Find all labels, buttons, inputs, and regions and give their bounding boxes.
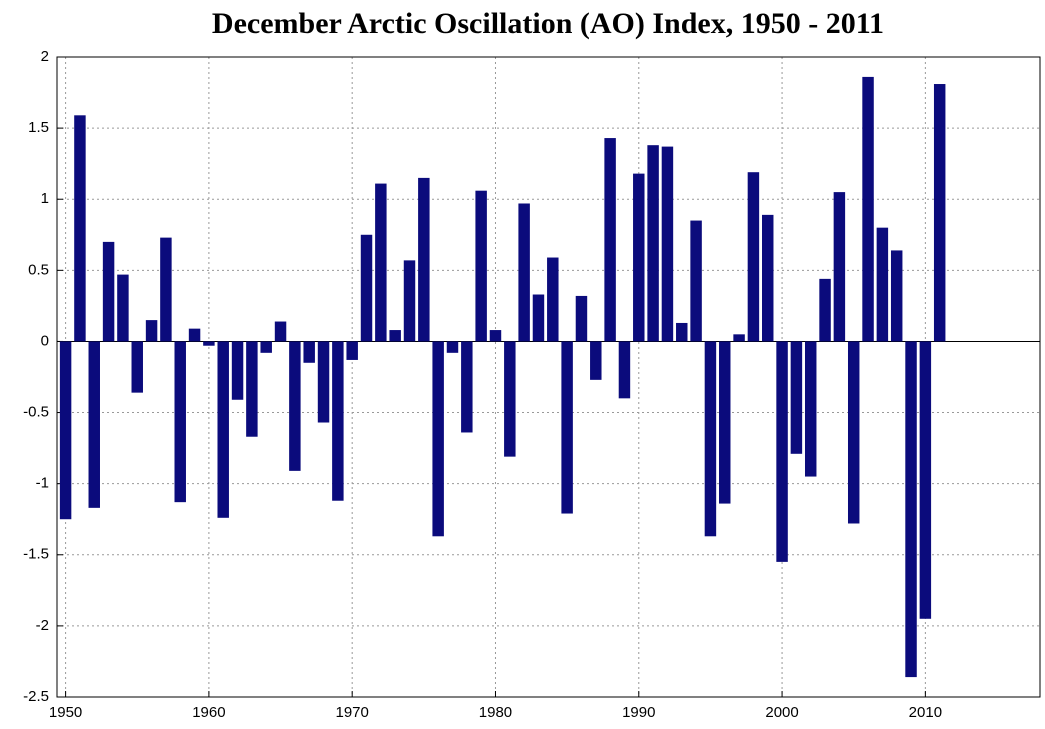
y-tick-label: 2 (41, 48, 49, 65)
bar (661, 146, 674, 342)
bar (145, 320, 158, 342)
y-tick-label: -1.5 (23, 546, 49, 563)
bar (117, 274, 129, 342)
x-tick-label: 2000 (765, 704, 798, 721)
bar (74, 115, 86, 342)
bar (905, 341, 917, 678)
bar (790, 341, 803, 454)
bar (231, 341, 244, 400)
bar (403, 260, 416, 342)
x-tick-label: 2010 (909, 704, 942, 721)
bar (446, 341, 459, 353)
x-tick-label: 1990 (622, 704, 655, 721)
bar (575, 295, 588, 342)
bar (633, 173, 645, 342)
bar (303, 341, 315, 363)
x-tick-label: 1960 (192, 704, 225, 721)
bar (131, 341, 143, 393)
bar (346, 341, 358, 360)
bar (246, 341, 258, 437)
bar (647, 145, 659, 342)
bar (819, 278, 831, 342)
y-tick-label: 0 (41, 332, 49, 349)
bar (461, 341, 473, 433)
bar (890, 250, 903, 342)
bar (862, 76, 874, 342)
plot-border (56, 56, 1041, 698)
bar (804, 341, 817, 477)
bar (690, 220, 702, 342)
bar (704, 341, 717, 537)
bar (618, 341, 631, 399)
bar (217, 341, 229, 518)
bar (847, 341, 860, 524)
x-tick-label: 1950 (49, 704, 82, 721)
bar (332, 341, 344, 501)
bar (432, 341, 444, 537)
bar (389, 330, 401, 342)
y-tick-label: 0.5 (28, 261, 49, 278)
bar (88, 341, 100, 508)
bar (102, 241, 115, 342)
bar (719, 341, 731, 504)
bar (776, 341, 788, 562)
bar (188, 328, 201, 342)
bar (547, 257, 559, 342)
x-tick-label: 1980 (479, 704, 512, 721)
bar (590, 341, 602, 380)
y-tick-label: 1 (41, 190, 49, 207)
bar (933, 84, 946, 342)
bar (203, 341, 215, 346)
bar (762, 214, 774, 342)
y-tick-label: 1.5 (28, 119, 49, 136)
chart-title: December Arctic Oscillation (AO) Index, … (212, 7, 884, 40)
y-tick-label: -2.5 (23, 688, 49, 705)
y-tick-label: -2 (36, 617, 49, 634)
bar (160, 237, 172, 342)
bar (289, 341, 301, 471)
x-tick-label: 1970 (335, 704, 368, 721)
y-tick-label: -1 (36, 475, 49, 492)
bar (375, 183, 387, 342)
bar (360, 234, 373, 342)
bar (174, 341, 186, 503)
bar (504, 341, 516, 457)
bar (489, 330, 502, 342)
bar (604, 138, 616, 342)
bar (733, 334, 745, 342)
bar (876, 227, 889, 342)
bar (919, 341, 932, 619)
bar (260, 341, 272, 353)
bar (317, 341, 330, 423)
bar (418, 177, 430, 342)
bar (747, 172, 760, 342)
bar (274, 321, 287, 342)
bar (475, 190, 487, 342)
bar (532, 294, 545, 342)
bar (561, 341, 573, 514)
bar (833, 192, 846, 342)
plot-area (56, 56, 1041, 698)
bar (59, 341, 72, 520)
bar (518, 203, 530, 342)
bar (676, 322, 688, 342)
y-tick-label: -0.5 (23, 404, 49, 421)
